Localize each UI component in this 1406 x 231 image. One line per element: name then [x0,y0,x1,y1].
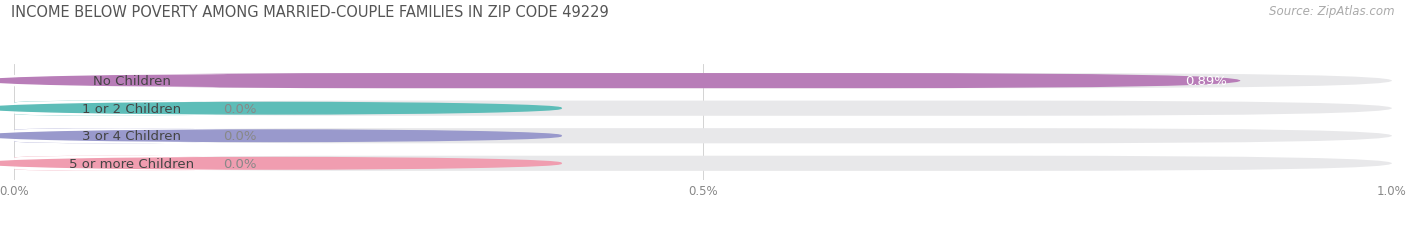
Text: 5 or more Children: 5 or more Children [69,157,194,170]
FancyBboxPatch shape [14,129,1392,144]
FancyBboxPatch shape [14,129,228,144]
FancyBboxPatch shape [14,74,228,89]
FancyBboxPatch shape [14,101,207,116]
FancyBboxPatch shape [14,156,228,171]
Text: No Children: No Children [93,75,170,88]
Text: 1 or 2 Children: 1 or 2 Children [82,102,181,115]
Text: 0.0%: 0.0% [224,157,257,170]
FancyBboxPatch shape [14,74,1240,89]
Circle shape [0,131,561,142]
FancyBboxPatch shape [14,74,1392,89]
Circle shape [0,158,561,169]
Text: 0.0%: 0.0% [224,102,257,115]
Text: INCOME BELOW POVERTY AMONG MARRIED-COUPLE FAMILIES IN ZIP CODE 49229: INCOME BELOW POVERTY AMONG MARRIED-COUPL… [11,5,609,20]
Text: Source: ZipAtlas.com: Source: ZipAtlas.com [1270,5,1395,18]
FancyBboxPatch shape [14,101,228,116]
FancyBboxPatch shape [14,156,207,171]
Text: 3 or 4 Children: 3 or 4 Children [82,130,181,143]
Circle shape [0,103,561,114]
FancyBboxPatch shape [14,101,1392,116]
FancyBboxPatch shape [14,129,207,144]
Circle shape [0,76,561,87]
FancyBboxPatch shape [14,156,1392,171]
Text: 0.89%: 0.89% [1185,75,1226,88]
Text: 0.0%: 0.0% [224,130,257,143]
